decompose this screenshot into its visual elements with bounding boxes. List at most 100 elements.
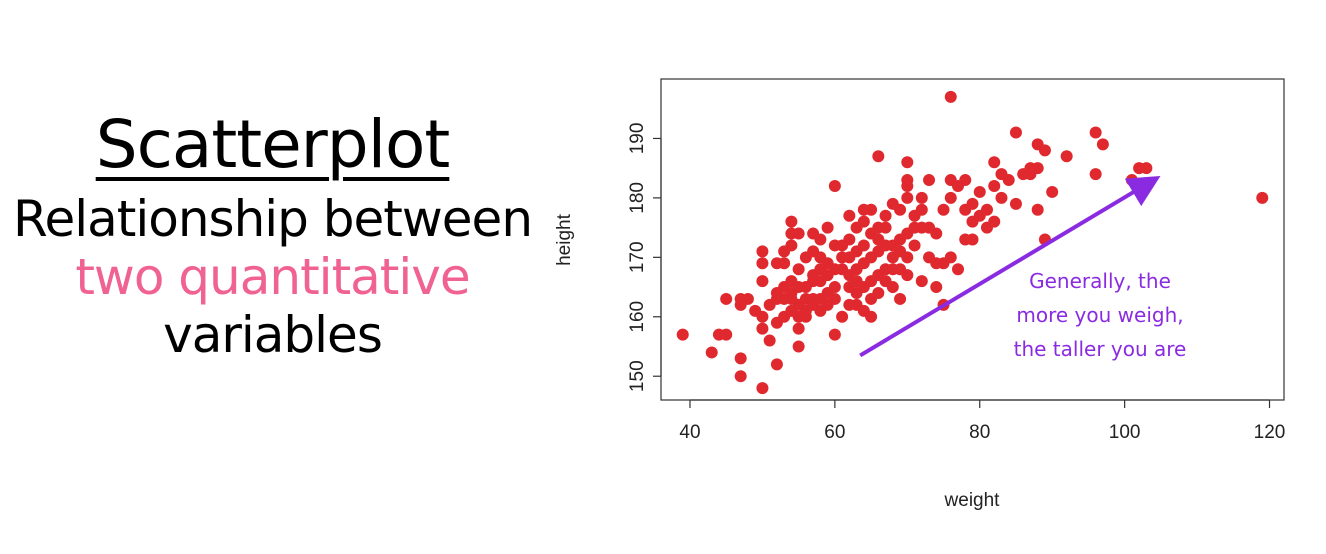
data-point [792,322,805,335]
data-point [857,215,870,228]
data-point [944,251,957,264]
data-point [937,203,950,216]
data-point [1256,191,1269,204]
data-point [952,263,965,276]
data-point [973,185,986,198]
data-point [843,298,856,311]
y-tick-label: 160 [627,301,648,333]
data-point [1089,168,1102,181]
data-point [792,227,805,240]
data-point [988,156,1001,169]
data-point [756,275,769,288]
x-tick-label: 40 [679,422,700,443]
x-tick-label: 120 [1254,422,1286,443]
data-point [872,221,885,234]
data-point [807,227,820,240]
data-point [1038,144,1051,157]
data-point [828,180,841,192]
y-axis: 150 160 170 180 190 [627,123,662,392]
data-point [843,233,856,246]
y-tick-label: 150 [627,360,648,392]
x-tick-label: 60 [824,422,845,443]
data-point [872,150,885,163]
trend-arrow [859,175,1161,358]
data-point [894,292,907,305]
data-point [763,334,776,347]
data-point [886,281,899,294]
data-point [828,281,841,294]
data-point [944,191,957,204]
annotation-line-2: more you weigh, [1016,303,1183,327]
x-axis-label: weight [944,490,1001,511]
data-point [741,292,754,305]
data-point [857,239,870,252]
data-point [857,304,870,317]
data-point [966,233,979,246]
data-point [1009,126,1022,139]
subtitle-line-3: variables [163,306,383,364]
data-point [792,340,805,353]
data-point [705,346,718,359]
data-point [1089,126,1102,139]
data-point [908,221,921,234]
data-point [901,251,914,264]
data-point [944,90,957,103]
data-point [908,239,921,252]
data-point [756,322,769,335]
left-panel: Scatterplot Relationship between two qua… [0,100,545,364]
data-point [756,310,769,323]
data-point [923,221,936,234]
data-point [923,174,936,187]
data-point [915,191,928,204]
data-point [886,263,899,276]
data-point [821,221,834,234]
data-point [1031,162,1044,175]
data-point [785,239,798,252]
data-point [915,203,928,216]
data-point [980,203,993,216]
data-point [915,275,928,288]
data-point [930,281,943,294]
annotation-line-1: Generally, the [1029,269,1171,293]
data-point [1060,150,1073,163]
data-point [756,382,769,395]
data-point [836,310,849,323]
data-point [828,292,841,305]
data-point [901,269,914,282]
data-point [901,174,914,187]
data-point [872,287,885,299]
scatter-chart: 40 60 80 100 120 150 160 170 180 190 weight heig… [554,78,1286,511]
data-point [792,263,805,276]
y-axis-label: height [554,213,575,265]
data-point [720,292,733,305]
x-axis: 40 60 80 100 120 [679,399,1286,443]
data-point [814,251,827,264]
data-point [1096,138,1109,151]
data-point [734,352,747,365]
data-point [756,245,769,258]
x-tick-label: 100 [1109,422,1141,443]
data-point [988,180,1001,192]
data-point [1002,174,1015,187]
data-point [756,257,769,270]
slide-title: Scatterplot [95,106,451,183]
data-point [988,215,1001,228]
data-point [966,197,979,210]
subtitle-line-2-highlight: two quantitative [75,248,470,306]
data-point [785,215,798,228]
subtitle-line-1: Relationship between [12,190,533,248]
data-point [901,191,914,204]
data-point [770,358,783,371]
data-point [1140,162,1153,175]
data-point [676,328,689,341]
data-point [850,275,863,288]
annotation-line-3: the taller you are [1014,337,1187,361]
data-point [778,257,791,270]
y-tick-label: 190 [627,123,648,155]
data-point [959,174,972,187]
data-point [734,370,747,383]
data-point [1046,185,1059,198]
data-point [995,191,1008,204]
y-tick-label: 170 [627,241,648,273]
data-point [1009,197,1022,210]
